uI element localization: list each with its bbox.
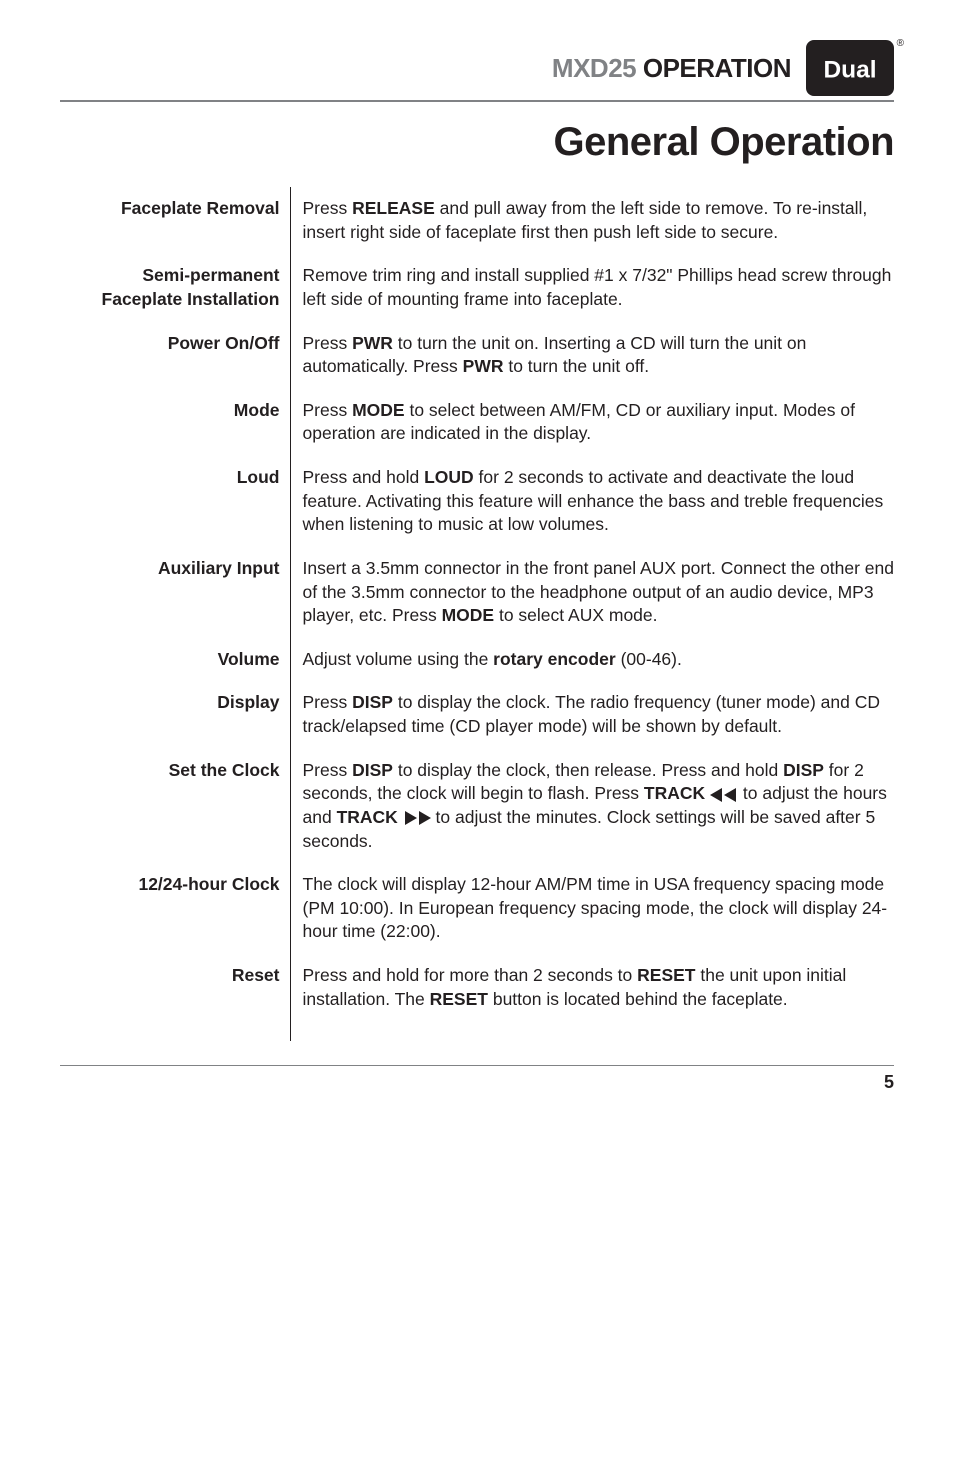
row-label: 12/24-hour Clock (60, 863, 290, 907)
row-description-cell: Press and hold LOUD for 2 seconds to act… (290, 456, 894, 547)
bold-term: PWR (463, 356, 504, 376)
bold-term: TRACK (644, 783, 710, 803)
row-label: Loud (60, 456, 290, 500)
row-label: Display (60, 681, 290, 725)
row-description-cell: Press MODE to select between AM/FM, CD o… (290, 389, 894, 456)
row-description: Press MODE to select between AM/FM, CD o… (291, 389, 895, 456)
bold-term: MODE (352, 400, 405, 420)
row-label: Semi-permanent Faceplate Installation (60, 254, 290, 321)
row-description-cell: Insert a 3.5mm connector in the front pa… (290, 547, 894, 638)
row-description-cell: Press DISP to display the clock. The rad… (290, 681, 894, 748)
product-code: MXD25 (552, 53, 636, 83)
bold-term: PWR (352, 333, 393, 353)
row-label-cell: Auxiliary Input (60, 547, 290, 638)
row-description-cell: Press PWR to turn the unit on. Inserting… (290, 322, 894, 389)
header-text: MXD25 OPERATION (552, 53, 791, 84)
row-label: Volume (60, 638, 290, 682)
row-description-cell: Press and hold for more than 2 seconds t… (290, 954, 894, 1041)
svg-text:Dual: Dual (823, 56, 876, 83)
row-label-cell: 12/24-hour Clock (60, 863, 290, 954)
table-row: 12/24-hour ClockThe clock will display 1… (60, 863, 894, 954)
row-description-cell: Remove trim ring and install supplied #1… (290, 254, 894, 321)
table-row: Set the ClockPress DISP to display the c… (60, 749, 894, 864)
row-description: Press and hold for more than 2 seconds t… (291, 954, 895, 1041)
bold-term: DISP (352, 760, 393, 780)
row-label-cell: Display (60, 681, 290, 748)
row-description: The clock will display 12-hour AM/PM tim… (291, 863, 895, 954)
page-number: 5 (60, 1072, 894, 1093)
bold-term: rotary encoder (493, 649, 616, 669)
bold-term: DISP (352, 692, 393, 712)
row-description: Press RELEASE and pull away from the lef… (291, 187, 895, 254)
page-title: General Operation (60, 120, 894, 165)
bold-term: RESET (430, 989, 488, 1009)
content-table: Faceplate RemovalPress RELEASE and pull … (60, 187, 894, 1041)
row-label-cell: Mode (60, 389, 290, 456)
row-label-cell: Faceplate Removal (60, 187, 290, 254)
row-description: Press DISP to display the clock, then re… (291, 749, 895, 864)
row-label-cell: Power On/Off (60, 322, 290, 389)
row-label: Power On/Off (60, 322, 290, 366)
row-label: Auxiliary Input (60, 547, 290, 591)
bold-term: RESET (637, 965, 695, 985)
table-row: LoudPress and hold LOUD for 2 seconds to… (60, 456, 894, 547)
bold-term: LOUD (424, 467, 474, 487)
registered-mark: ® (897, 38, 904, 49)
row-description: Adjust volume using the rotary encoder (… (291, 638, 895, 682)
table-row: Auxiliary InputInsert a 3.5mm connector … (60, 547, 894, 638)
double-right-arrow-icon (403, 811, 431, 825)
footer-divider (60, 1065, 894, 1066)
table-row: Faceplate RemovalPress RELEASE and pull … (60, 187, 894, 254)
bold-term: DISP (783, 760, 824, 780)
row-label-cell: Set the Clock (60, 749, 290, 864)
dual-logo-icon: Dual (814, 46, 886, 90)
row-label-cell: Reset (60, 954, 290, 1041)
brand-logo: Dual ® (806, 40, 894, 96)
bold-term: TRACK (337, 807, 403, 827)
row-label: Set the Clock (60, 749, 290, 793)
row-label-cell: Loud (60, 456, 290, 547)
table-row: Semi-permanent Faceplate InstallationRem… (60, 254, 894, 321)
row-description: Insert a 3.5mm connector in the front pa… (291, 547, 895, 638)
table-row: ResetPress and hold for more than 2 seco… (60, 954, 894, 1041)
row-description: Press DISP to display the clock. The rad… (291, 681, 895, 748)
row-label-cell: Volume (60, 638, 290, 682)
section-name: OPERATION (643, 53, 791, 83)
row-description-cell: Press RELEASE and pull away from the lef… (290, 187, 894, 254)
table-row: VolumeAdjust volume using the rotary enc… (60, 638, 894, 682)
row-label: Reset (60, 954, 290, 998)
row-description-cell: Adjust volume using the rotary encoder (… (290, 638, 894, 682)
table-row: DisplayPress DISP to display the clock. … (60, 681, 894, 748)
header-divider (60, 100, 894, 102)
bold-term: RELEASE (352, 198, 435, 218)
row-label: Mode (60, 389, 290, 433)
row-description-cell: Press DISP to display the clock, then re… (290, 749, 894, 864)
row-label: Faceplate Removal (60, 187, 290, 231)
row-description: Press and hold LOUD for 2 seconds to act… (291, 456, 895, 547)
double-left-arrow-icon (710, 788, 738, 802)
table-row: Power On/OffPress PWR to turn the unit o… (60, 322, 894, 389)
row-label-cell: Semi-permanent Faceplate Installation (60, 254, 290, 321)
row-description-cell: The clock will display 12-hour AM/PM tim… (290, 863, 894, 954)
table-row: ModePress MODE to select between AM/FM, … (60, 389, 894, 456)
header-row: MXD25 OPERATION Dual ® (60, 40, 894, 96)
row-description: Remove trim ring and install supplied #1… (291, 254, 895, 321)
bold-term: MODE (442, 605, 495, 625)
row-description: Press PWR to turn the unit on. Inserting… (291, 322, 895, 389)
